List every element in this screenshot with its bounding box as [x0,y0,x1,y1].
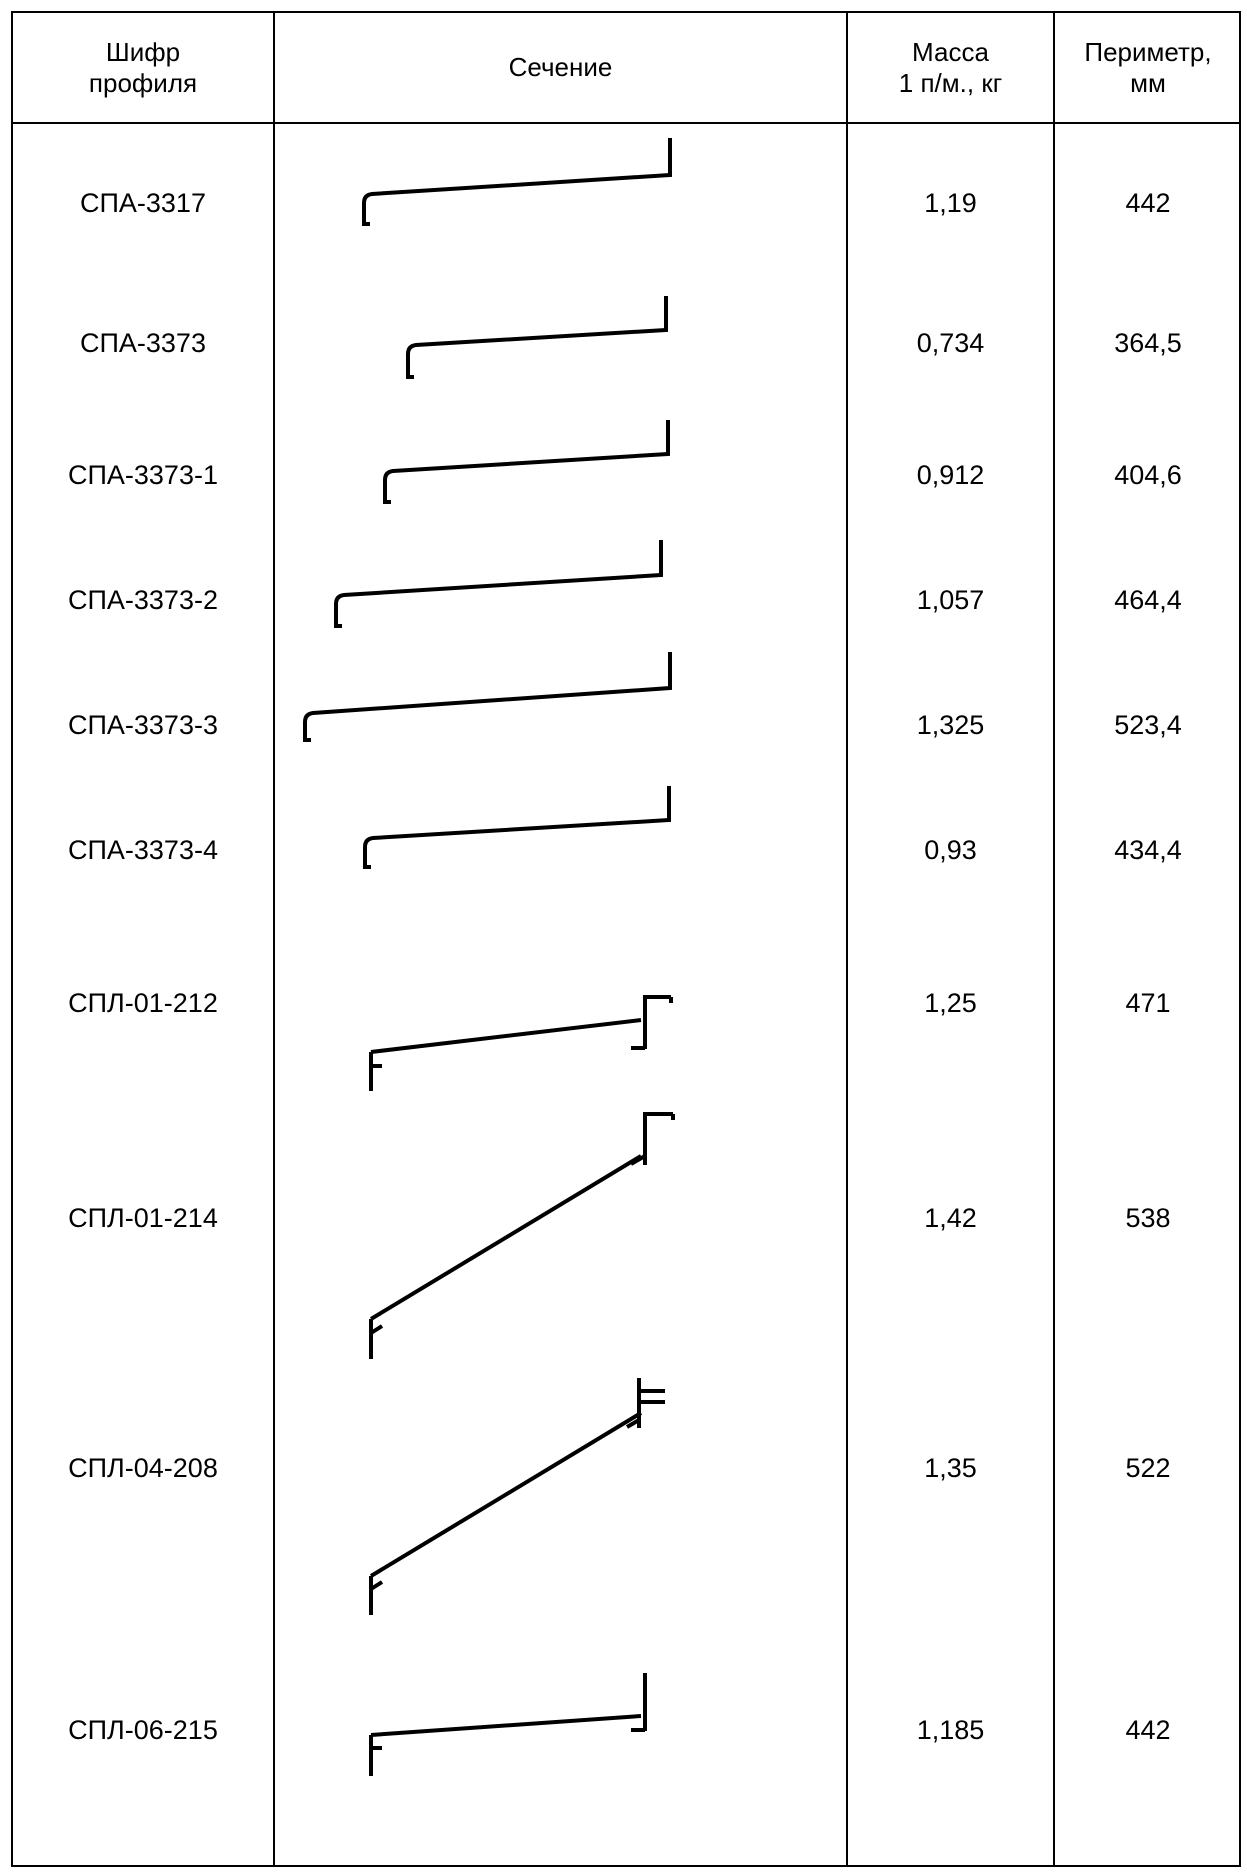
section-drawing [275,913,846,1093]
section-drawing [275,1343,846,1615]
header-section: Сечение [508,52,613,82]
perimeter-value: 522 [1125,1452,1171,1483]
section-drawing [275,413,846,538]
perimeter-value: 404,6 [1114,460,1182,490]
header-divider [13,122,1239,124]
profile-code: СПА-3373-2 [68,585,218,615]
profile-code: СПЛ-04-208 [68,1452,218,1483]
profile-code: СПА-3317 [80,187,206,218]
section-drawing [275,273,846,413]
perimeter-value: 471 [1125,987,1171,1018]
profile-code: СПЛ-01-212 [68,987,218,1018]
perimeter-value: 434,4 [1114,835,1182,865]
mass-value: 1,057 [916,585,985,615]
table-row: СПЛ-04-208 1,35 522 [13,1343,1239,1615]
profile-code: СПА-3373-4 [68,835,218,865]
header-profile-code: Шифр профиля [88,36,198,98]
profile-code: СПА-3373 [80,327,206,358]
profile-section-icon [369,1378,665,1615]
header-perimeter: Периметр, мм [1084,36,1212,98]
profile-section-icon [362,138,672,226]
perimeter-value: 464,4 [1114,585,1182,615]
mass-value: 1,19 [924,187,977,218]
mass-value: 1,42 [924,1202,977,1233]
table-row: СПЛ-01-214 1,42 538 [13,1093,1239,1359]
mass-value: 1,325 [916,710,985,740]
profile-table: Шифр профиля Сечение Масса 1 п/м., кг Пе… [11,11,1241,1867]
table-row: СПА-3373-1 0,912 404,6 [13,413,1239,538]
column-divider [1053,13,1055,1865]
perimeter-value: 364,5 [1114,327,1182,358]
column-divider [846,13,848,1865]
mass-value: 0,734 [916,327,985,358]
table-row: СПА-3373-2 1,057 464,4 [13,538,1239,663]
profile-section-icon [369,1673,647,1776]
profile-section-icon [334,540,663,628]
mass-value: 0,93 [924,835,977,865]
profile-section-icon [369,995,673,1091]
profile-section-icon [303,652,672,742]
profile-section-icon [383,420,670,504]
perimeter-value: 538 [1125,1202,1171,1233]
profile-code: СПА-3373-3 [68,710,218,740]
section-drawing [275,538,846,663]
table-row: СПЛ-01-212 1,25 471 [13,913,1239,1093]
perimeter-value: 442 [1125,187,1171,218]
table-row: СПА-3373 0,734 364,5 [13,273,1239,413]
table-row: СПА-3373-4 0,93 434,4 [13,786,1239,913]
mass-value: 0,912 [916,460,985,490]
perimeter-value: 523,4 [1114,710,1182,740]
perimeter-value: 442 [1125,1714,1171,1745]
table-row: СПА-3317 1,19 442 [13,133,1239,273]
profile-code: СПЛ-01-214 [68,1202,218,1233]
column-divider [273,13,275,1865]
table-row: СПЛ-06-215 1,185 442 [13,1593,1239,1867]
profile-section-icon [369,1112,675,1359]
header-mass: Масса 1 п/м., кг [898,36,1003,98]
mass-value: 1,25 [924,987,977,1018]
section-drawing [275,652,846,788]
profile-section-icon [363,786,671,869]
section-drawing [275,1093,846,1359]
mass-value: 1,185 [916,1714,985,1745]
section-drawing [275,133,846,273]
table-row: СПА-3373-3 1,325 523,4 [13,652,1239,788]
profile-section-icon [406,296,668,379]
section-drawing [275,786,846,913]
profile-code: СПЛ-06-215 [68,1714,218,1745]
section-drawing [275,1593,846,1867]
profile-code: СПА-3373-1 [68,460,218,490]
mass-value: 1,35 [924,1452,977,1483]
